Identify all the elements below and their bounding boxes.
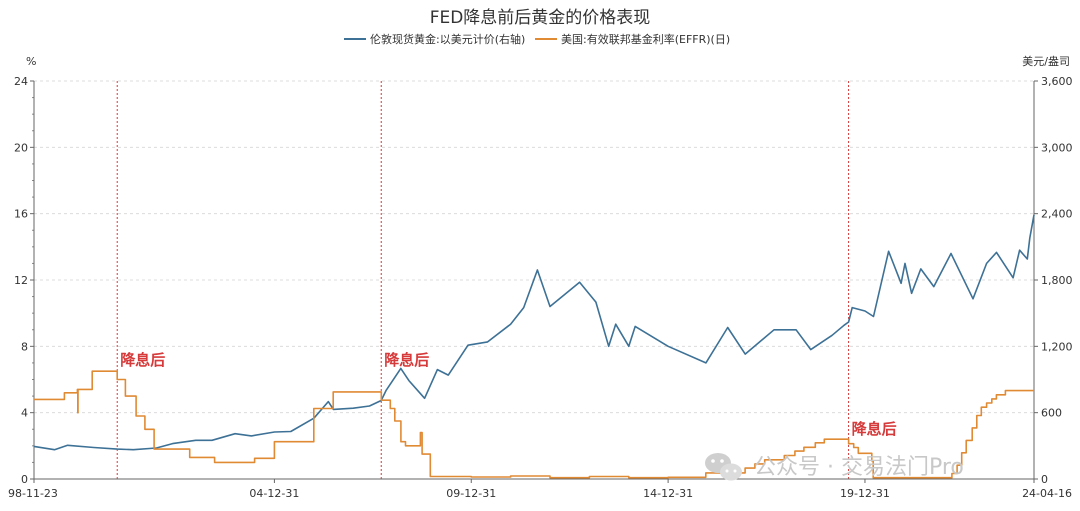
x-tick-label: 19-12-31	[840, 487, 890, 500]
right-tick-label: 1,200	[1041, 340, 1073, 353]
annotation-label: 降息后	[852, 420, 897, 438]
axes: 0 0 4 600 8 1,200 12 1,800 16 2,400 20 3,000 24 3,600…	[8, 75, 1073, 500]
left-tick-label: 24	[14, 75, 28, 88]
annotation-label: 降息后	[120, 351, 165, 369]
annotation-label: 降息后	[384, 351, 429, 369]
legend: 伦敦现货黄金:以美元计价(右轴) 美国:有效联邦基金利率(EFFR)(日)	[344, 32, 730, 46]
series-layer	[33, 214, 1035, 479]
right-tick-label: 3,000	[1041, 141, 1073, 154]
x-tick-label: 04-12-31	[249, 487, 299, 500]
right-tick-label: 0	[1041, 473, 1048, 486]
right-tick-label: 1,800	[1041, 274, 1073, 287]
left-tick-label: 20	[14, 141, 28, 154]
right-axis-unit: 美元/盎司	[1022, 54, 1070, 68]
x-tick-label: 24-04-16	[1022, 487, 1072, 500]
series-line-effr	[34, 370, 1034, 479]
chart-title: FED降息前后黄金的价格表现	[430, 8, 651, 28]
wechat-logo-icon	[705, 453, 742, 481]
x-tick-label: 09-12-31	[446, 487, 496, 500]
left-axis-unit: %	[26, 55, 36, 68]
left-tick-label: 0	[21, 473, 28, 486]
right-tick-label: 2,400	[1041, 208, 1073, 221]
left-tick-label: 4	[21, 407, 28, 420]
right-tick-label: 3,600	[1041, 75, 1073, 88]
right-tick-label: 600	[1041, 407, 1062, 420]
legend-label-effr: 美国:有效联邦基金利率(EFFR)(日)	[561, 32, 730, 46]
left-tick-label: 12	[14, 274, 28, 287]
series-line-gold	[33, 214, 1035, 451]
gridlines	[34, 80, 1034, 414]
legend-label-gold: 伦敦现货黄金:以美元计价(右轴)	[370, 32, 525, 46]
left-tick-label: 8	[21, 340, 28, 353]
left-tick-label: 16	[14, 208, 28, 221]
x-tick-label: 98-11-23	[8, 487, 58, 500]
x-tick-label: 14-12-31	[643, 487, 693, 500]
watermark-text: 公众号 · 交易法门Pro	[754, 455, 964, 480]
watermark: 公众号 · 交易法门Pro	[705, 453, 964, 481]
